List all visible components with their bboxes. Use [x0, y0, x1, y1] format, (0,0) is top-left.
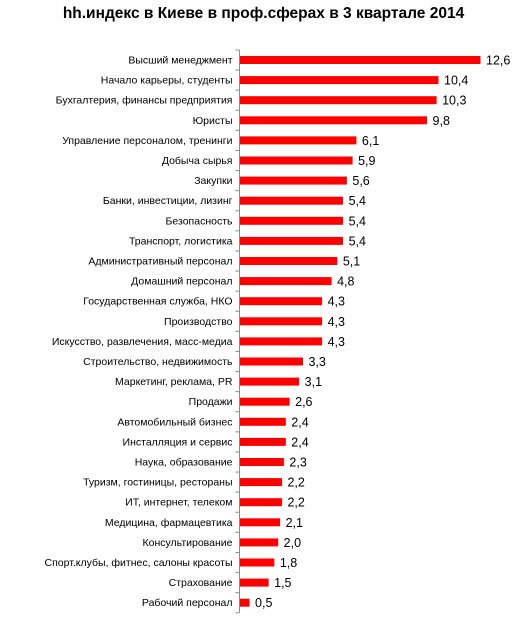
value-label: 5,4 — [349, 214, 366, 228]
value-label: 2,4 — [291, 435, 308, 449]
bar — [240, 257, 338, 265]
category-label: Управление персоналом, тренинги — [62, 135, 232, 147]
bar — [240, 317, 323, 326]
bar — [240, 518, 281, 527]
category-label: Высший менеджмент — [128, 55, 232, 67]
category-label: Производство — [164, 316, 233, 328]
bar — [240, 277, 332, 286]
category-label: Инсталляция и сервис — [123, 436, 233, 448]
value-label: 3,3 — [308, 355, 325, 369]
category-label: Добыча сырья — [162, 155, 233, 167]
category-label: Автомобильный бизнес — [117, 416, 232, 428]
value-label: 4,3 — [328, 335, 345, 349]
bar — [240, 96, 437, 105]
category-label: Административный персонал — [88, 256, 232, 268]
bar — [240, 538, 279, 547]
bar — [240, 397, 290, 406]
category-label: Домашний персонал — [131, 276, 232, 288]
category-label: Начало карьеры, студенты — [101, 75, 233, 87]
category-label: Бухгалтерия, финансы предприятия — [56, 95, 233, 107]
bar — [240, 337, 323, 346]
value-label: 2,2 — [287, 476, 304, 490]
category-label: Наука, образование — [135, 457, 233, 469]
category-label: Государственная служба, НКО — [83, 296, 232, 308]
bar — [240, 578, 269, 587]
bar — [240, 196, 344, 205]
value-label: 3,1 — [305, 375, 322, 389]
bar — [240, 156, 353, 165]
value-label: 12,6 — [486, 54, 510, 68]
bar — [240, 76, 439, 85]
bar — [240, 377, 300, 386]
value-label: 9,8 — [433, 114, 450, 128]
value-label: 1,5 — [274, 576, 291, 590]
value-label: 4,3 — [328, 315, 345, 329]
category-label: Продажи — [189, 396, 233, 408]
bar — [240, 437, 286, 446]
category-label: Искусство, развлечения, масс-медиа — [52, 336, 233, 348]
bar — [240, 558, 275, 567]
bar — [240, 357, 303, 366]
value-label: 2,1 — [286, 516, 303, 530]
value-label: 2,4 — [291, 415, 308, 429]
bar — [240, 116, 428, 125]
bar — [240, 417, 286, 426]
bar — [240, 478, 282, 487]
bar — [240, 176, 347, 185]
value-label: 10,3 — [442, 94, 466, 108]
bar — [240, 498, 282, 507]
category-label: Спорт.клубы, фитнес, салоны красоты — [45, 557, 233, 569]
value-label: 5,9 — [358, 154, 375, 168]
bar — [240, 136, 357, 145]
value-label: 5,4 — [349, 234, 366, 248]
bar — [240, 56, 481, 64]
bar — [240, 297, 323, 306]
bar — [240, 236, 344, 245]
value-label: 5,6 — [352, 174, 369, 188]
value-label: 2,0 — [284, 536, 301, 550]
category-label: Рабочий персонал — [142, 597, 233, 609]
value-label: 4,8 — [337, 275, 354, 289]
category-label: Страхование — [169, 577, 233, 589]
value-label: 2,2 — [287, 496, 304, 510]
bar — [240, 598, 250, 607]
value-label: 5,1 — [343, 255, 360, 269]
value-label: 2,6 — [295, 395, 312, 409]
bar — [240, 216, 344, 225]
bar — [240, 458, 284, 466]
category-label: Маркетинг, реклама, PR — [115, 376, 233, 388]
category-label: Безопасность — [166, 215, 234, 227]
value-label: 5,4 — [349, 194, 366, 208]
value-label: 10,4 — [444, 74, 468, 88]
category-label: Банки, инвестиции, лизинг — [103, 195, 233, 207]
value-label: 2,3 — [289, 456, 306, 470]
category-label: Туризм, гостиницы, рестораны — [83, 477, 232, 489]
category-label: Юристы — [193, 115, 233, 127]
value-label: 4,3 — [328, 295, 345, 309]
value-label: 1,8 — [280, 556, 297, 570]
category-label: Закупки — [194, 175, 232, 187]
value-label: 0,5 — [255, 596, 272, 610]
value-label: 6,1 — [362, 134, 379, 148]
category-label: Строительство, недвижимость — [83, 356, 233, 368]
category-label: Транспорт, логистика — [129, 235, 233, 247]
category-label: ИТ, интернет, телеком — [125, 497, 232, 509]
category-label: Медицина, фармацевтика — [105, 517, 233, 529]
chart-title: hh.индекс в Киеве в проф.сферах в 3 квар… — [62, 5, 465, 22]
category-label: Консультирование — [143, 537, 233, 549]
